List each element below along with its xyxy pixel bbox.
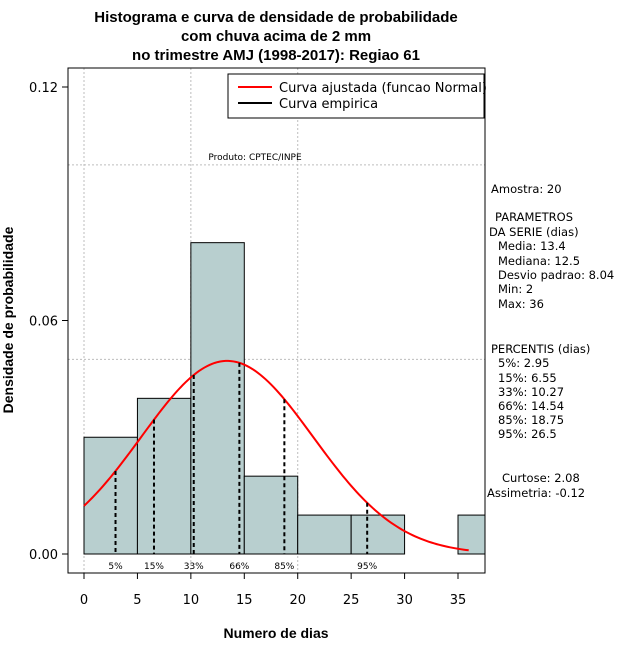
percentile-label-85: 85% (274, 562, 294, 572)
histogram-bar (297, 514, 352, 555)
stat-p85: 85%: 18.75 (498, 413, 564, 427)
x-tick-label-20: 20 (289, 593, 306, 608)
percentile-label-5: 5% (108, 562, 123, 572)
stat-assimetria: Assimetria: -0.12 (487, 486, 585, 500)
x-tick-label-0: 0 (80, 593, 88, 608)
x-tick-label-25: 25 (343, 593, 360, 608)
x-axis: 0 5 10 15 20 25 30 35 (80, 572, 467, 608)
statistics-panel: Amostra: 20 PARAMETROS DA SERIE (dias) M… (487, 182, 614, 500)
x-axis-label: Numero de dias (223, 625, 328, 641)
histogram-bars (83, 242, 485, 555)
stat-p33: 33%: 10.27 (498, 385, 564, 399)
histogram-bar (243, 475, 299, 555)
legend-label-normal: Curva ajustada (funcao Normal) (279, 81, 487, 96)
product-annotation: Produto: CPTEC/INPE (208, 153, 302, 163)
percentile-label-95: 95% (357, 562, 377, 572)
y-tick-label-012: 0.12 (29, 81, 58, 96)
x-tick-label-5: 5 (133, 593, 141, 608)
stat-min: Min: 2 (498, 282, 533, 296)
percentile-label-66: 66% (229, 562, 249, 572)
percentile-lines (114, 362, 369, 554)
stat-curtose: Curtose: 2.08 (502, 471, 580, 485)
stat-p15: 15%: 6.55 (498, 371, 557, 385)
chart-title-line-1: Histograma e curva de densidade de proba… (94, 9, 457, 26)
x-tick-label-35: 35 (450, 593, 467, 608)
stat-params-title-1: PARAMETROS (495, 210, 573, 224)
legend-label-empirica: Curva empirica (279, 97, 378, 112)
percentile-labels: 5% 15% 33% 66% 85% 95% (108, 562, 377, 572)
percentile-label-33: 33% (184, 562, 204, 572)
x-tick-label-15: 15 (236, 593, 253, 608)
histogram-bar (457, 514, 485, 555)
y-tick-label-0: 0.00 (29, 548, 58, 563)
histogram-bar (350, 514, 406, 555)
y-axis: 0.00 0.06 0.12 (29, 81, 69, 563)
histogram-bar (136, 397, 192, 555)
y-tick-label-006: 0.06 (29, 314, 58, 329)
chart-title-line-2: com chuva acima de 2 mm (181, 28, 371, 45)
normal-curve-line (83, 359, 469, 552)
stat-max: Max: 36 (498, 297, 544, 311)
stat-desvio: Desvio padrao: 8.04 (498, 268, 614, 282)
stat-percentis-title: PERCENTIS (dias) (491, 342, 590, 356)
stat-params-title-2: DA SERIE (dias) (489, 225, 579, 239)
percentile-label-15: 15% (144, 562, 164, 572)
legend-box (227, 73, 485, 119)
legend: Curva ajustada (funcao Normal) Curva emp… (227, 73, 487, 119)
histogram-bar (83, 436, 138, 555)
histogram-bar (190, 242, 245, 555)
stat-p66: 66%: 14.54 (498, 399, 564, 413)
stat-media: Media: 13.4 (498, 239, 566, 253)
stat-p5: 5%: 2.95 (498, 356, 549, 370)
chart-title-line-3: no trimestre AMJ (1998-2017): Regiao 61 (132, 47, 420, 64)
stat-p95: 95%: 26.5 (498, 427, 557, 441)
x-tick-label-10: 10 (183, 593, 200, 608)
y-axis-label: Densidade de probabilidade (0, 226, 16, 413)
x-tick-label-30: 30 (396, 593, 413, 608)
stat-amostra: Amostra: 20 (491, 182, 562, 196)
stat-mediana: Mediana: 12.5 (498, 254, 580, 268)
